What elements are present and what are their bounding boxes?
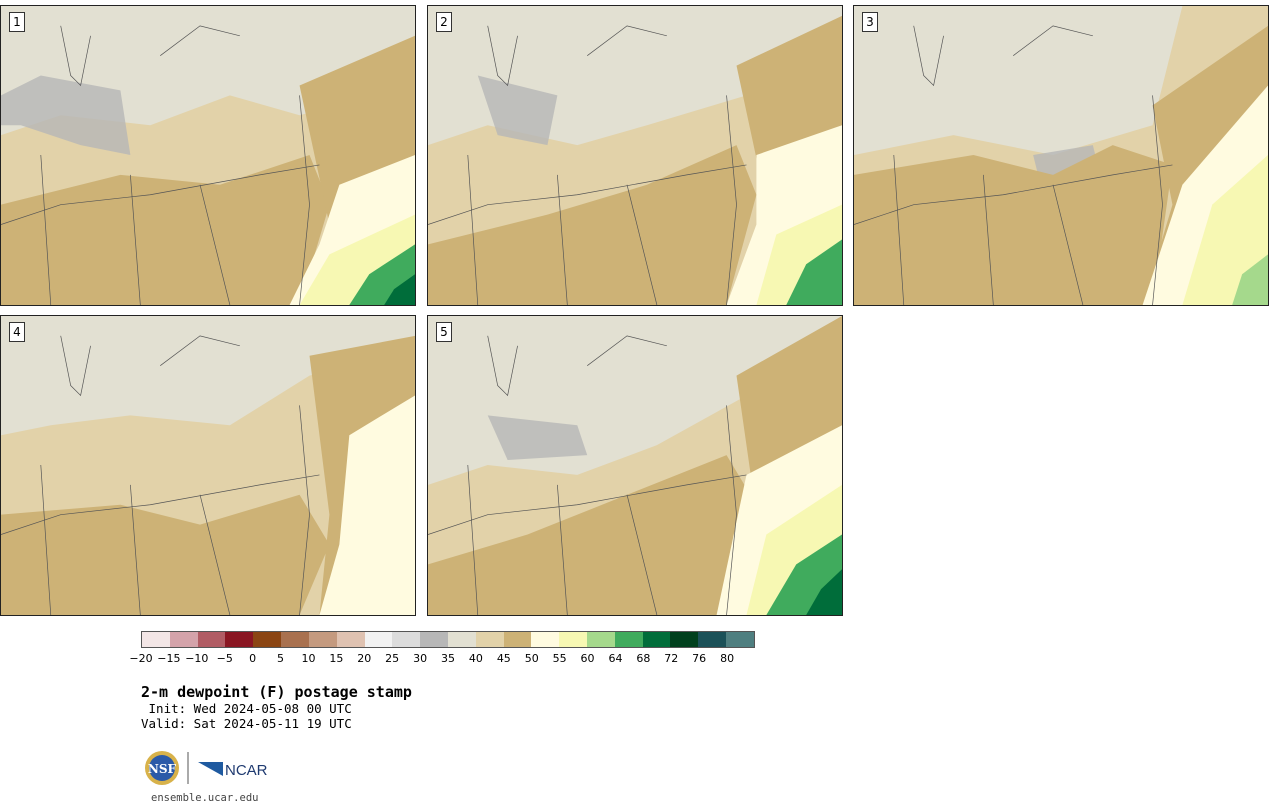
colorbar-swatch — [698, 632, 727, 647]
colorbar-tick-label: 15 — [329, 652, 344, 665]
panel-number: 2 — [436, 12, 452, 32]
valid-time: Valid: Sat 2024-05-11 19 UTC — [141, 716, 352, 731]
colorbar-swatch — [281, 632, 309, 647]
colorbar-tick-label: 55 — [552, 652, 567, 665]
site-link: ensemble.ucar.edu — [151, 792, 259, 804]
colorbar-swatch — [614, 632, 643, 647]
colorbar-swatch — [726, 632, 754, 647]
dewpoint-map — [428, 6, 842, 305]
colorbar-tick-label: 80 — [720, 652, 735, 665]
colorbar-swatch — [587, 632, 615, 647]
panel-number: 1 — [9, 12, 25, 32]
colorbar-swatch — [503, 632, 532, 647]
colorbar-tick-label: 10 — [301, 652, 316, 665]
dewpoint-map — [854, 6, 1268, 305]
colorbar-tick-label: 76 — [692, 652, 707, 665]
colorbar-swatch — [197, 632, 226, 647]
map-panel-4: 4 — [0, 315, 416, 616]
colorbar-tick-label: −10 — [185, 652, 209, 665]
colorbar-swatch — [642, 632, 671, 647]
colorbar-swatch — [447, 632, 476, 647]
colorbar-tick-label: 5 — [277, 652, 285, 665]
colorbar-tick-label: 30 — [413, 652, 428, 665]
nsf-ncar-logo: NSF NCAR — [145, 751, 268, 785]
init-time: Init: Wed 2024-05-08 00 UTC — [141, 701, 352, 716]
colorbar-swatch — [559, 632, 587, 647]
colorbar-tick-label: 72 — [664, 652, 679, 665]
colorbar-tick-label: 45 — [496, 652, 511, 665]
map-panel-1: 1 — [0, 5, 416, 306]
panel-number: 5 — [436, 322, 452, 342]
dewpoint-map — [1, 6, 415, 305]
logos: NSF NCAR — [143, 748, 283, 788]
colorbar-swatch — [531, 632, 560, 647]
colorbar-tick-label: 0 — [249, 652, 257, 665]
colorbar-tick-label: 35 — [441, 652, 455, 665]
colorbar-tick-label: −15 — [157, 652, 181, 665]
panel-number: 4 — [9, 322, 25, 342]
colorbar — [141, 631, 755, 648]
colorbar-swatch — [253, 632, 282, 647]
map-panel-2: 2 — [427, 5, 843, 306]
colorbar-swatch — [392, 632, 421, 647]
colorbar-tick-label: 64 — [608, 652, 623, 665]
colorbar-tick-label: 20 — [357, 652, 372, 665]
panel-number: 3 — [862, 12, 878, 32]
colorbar-swatch — [670, 632, 699, 647]
colorbar-tick-label: 68 — [636, 652, 651, 665]
colorbar-swatch — [420, 632, 448, 647]
colorbar-tick-label: 25 — [385, 652, 400, 665]
map-panel-3: 3 — [853, 5, 1269, 306]
colorbar-swatch — [364, 632, 393, 647]
nsf-logo-text: NSF — [148, 762, 177, 776]
page-title: 2-m dewpoint (F) postage stamp — [141, 683, 412, 701]
dewpoint-map — [428, 316, 842, 615]
colorbar-swatch — [169, 632, 198, 647]
colorbar-tick-label: −20 — [129, 652, 153, 665]
colorbar-swatch — [308, 632, 337, 647]
colorbar-swatch — [225, 632, 254, 647]
map-panel-5: 5 — [427, 315, 843, 616]
ncar-logo-text: NCAR — [225, 762, 268, 779]
colorbar-tick-label: 50 — [524, 652, 539, 665]
colorbar-tick-label: 40 — [468, 652, 483, 665]
colorbar-swatch — [475, 632, 504, 647]
colorbar-swatch — [336, 632, 365, 647]
colorbar-tick-label: 60 — [580, 652, 595, 665]
dewpoint-map — [1, 316, 415, 615]
colorbar-swatch — [142, 632, 170, 647]
colorbar-tick-label: −5 — [216, 652, 233, 665]
colorbar-ticks: −20 −15 −10 −5 0 5 10 15 20 25 30 35 40 45 50 55 60 64 68 7… — [129, 652, 755, 668]
